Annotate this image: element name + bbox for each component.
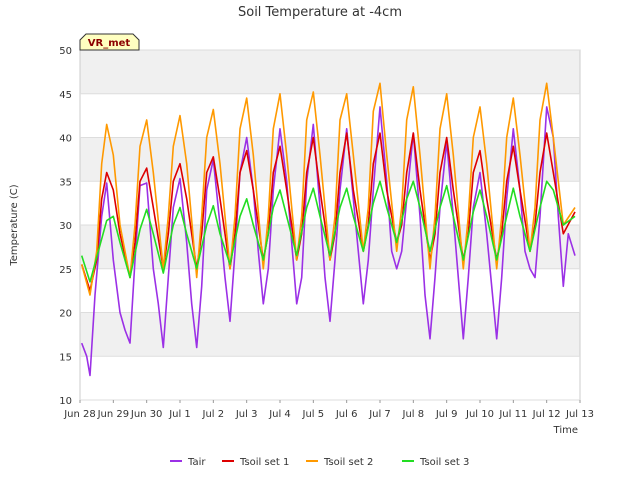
- legend-label: Tsoil set 2: [323, 457, 373, 468]
- y-tick-label: 50: [59, 46, 72, 57]
- y-tick-label: 15: [59, 352, 72, 363]
- x-tick-label: Jun 29: [97, 409, 130, 420]
- y-tick-label: 25: [59, 265, 72, 276]
- legend: Tair Tsoil set 1 Tsoil set 2 Tsoil set 3: [170, 457, 469, 468]
- x-tick-label: Jul 12: [532, 409, 561, 420]
- series-line-tsoil-set-2: [80, 82, 576, 296]
- y-tick-label: 20: [59, 309, 72, 320]
- background-band: [80, 356, 580, 400]
- background-band: [80, 137, 580, 182]
- background-band: [80, 181, 580, 225]
- plot-background-bands: [80, 50, 580, 400]
- x-tick-label: Jun 30: [130, 409, 163, 420]
- x-tick-label: Jul 6: [335, 409, 358, 420]
- series-lines: [80, 82, 576, 377]
- y-axis-ticks: 10 15 20 25 30 35 40 45 50: [59, 46, 72, 407]
- y-axis-label: Temperature (C): [9, 184, 20, 266]
- x-tick-label: Jul 9: [435, 409, 458, 420]
- y-tick-label: 45: [59, 90, 72, 101]
- legend-label: Tair: [187, 457, 206, 468]
- y-tick-label: 40: [59, 134, 72, 145]
- x-axis-label: Time: [553, 425, 578, 436]
- background-band: [80, 50, 580, 94]
- x-tick-label: Jul 5: [302, 409, 325, 420]
- background-band: [80, 268, 580, 313]
- x-tick-label: Jul 7: [368, 409, 391, 420]
- chart-title: Soil Temperature at -4cm: [238, 5, 402, 20]
- x-tick-label: Jul 2: [202, 409, 225, 420]
- x-axis-ticks: Jun 28 Jun 29 Jun 30 Jul 1 Jul 2 Jul 3 Jul 4 Ju…: [63, 400, 594, 420]
- legend-label: Tsoil set 1: [239, 457, 289, 468]
- legend-label: Tsoil set 3: [419, 457, 469, 468]
- vr-met-label: VR_met: [88, 38, 131, 49]
- y-tick-label: 35: [59, 177, 72, 188]
- x-tick-label: Jul 3: [235, 409, 258, 420]
- x-tick-label: Jul 4: [268, 409, 291, 420]
- x-tick-label: Jul 1: [168, 409, 191, 420]
- background-band: [80, 93, 580, 138]
- x-tick-label: Jul 13: [565, 409, 594, 420]
- x-tick-label: Jul 8: [402, 409, 425, 420]
- x-tick-label: Jul 10: [465, 409, 494, 420]
- series-line-tsoil-set-3: [80, 180, 576, 283]
- x-tick-label: Jun 28: [63, 409, 96, 420]
- x-tick-label: Jul 11: [498, 409, 527, 420]
- y-tick-label: 30: [59, 221, 72, 232]
- vr-met-badge: VR_met: [79, 33, 140, 51]
- series-line-tair: [80, 106, 576, 377]
- y-tick-label: 10: [59, 396, 72, 407]
